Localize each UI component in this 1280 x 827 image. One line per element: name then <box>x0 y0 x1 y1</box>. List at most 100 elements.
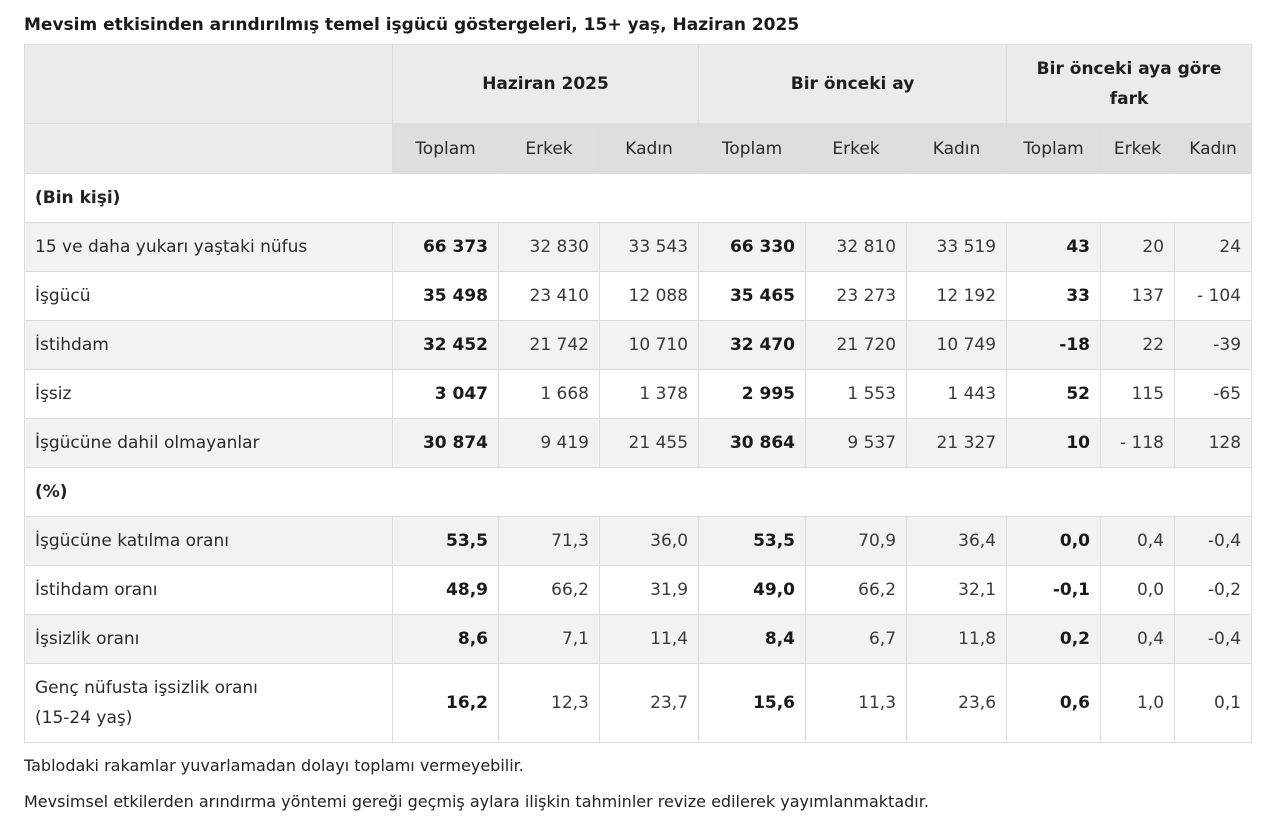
section-row-thousands: (Bin kişi) <box>23 173 1253 223</box>
row-label: İşgücüne katılma oranı <box>24 516 393 566</box>
cell-difference-male: 20 <box>1100 222 1176 272</box>
cell-previous-female: 21 327 <box>906 418 1008 468</box>
row-label-line1: Genç nüfusta işsizlik oranı <box>35 678 258 698</box>
cell-current-total: 3 047 <box>392 369 499 419</box>
subheader-previous-female: Kadın <box>906 123 1008 174</box>
row-label: Genç nüfusta işsizlik oranı (15-24 yaş) <box>24 663 393 743</box>
cell-difference-male: 137 <box>1100 271 1176 321</box>
cell-previous-female: 32,1 <box>906 565 1008 615</box>
row-label: İstihdam <box>24 320 393 370</box>
cell-previous-male: 66,2 <box>805 565 908 615</box>
cell-difference-female: -0,4 <box>1174 516 1253 566</box>
cell-previous-female: 23,6 <box>906 663 1008 743</box>
group-header-row: Haziran 2025 Bir önceki ay Bir önceki ay… <box>24 44 1253 124</box>
cell-previous-female: 12 192 <box>906 271 1008 321</box>
cell-difference-female: -0,2 <box>1174 565 1253 615</box>
cell-current-total: 48,9 <box>392 565 499 615</box>
cell-current-male: 66,2 <box>498 565 600 615</box>
cell-difference-total: 33 <box>1006 271 1102 321</box>
labor-force-table: Haziran 2025 Bir önceki ay Bir önceki ay… <box>23 44 1253 743</box>
cell-difference-total: 10 <box>1006 418 1102 468</box>
subheader-difference-total: Toplam <box>1006 123 1102 174</box>
table-title: Mevsim etkisinden arındırılmış temel işg… <box>24 15 800 35</box>
table-row: İstihdam 32 452 21 742 10 710 32 470 21 … <box>24 320 1253 370</box>
section-label-percent: (%) <box>23 467 1253 517</box>
subheader-difference-female: Kadın <box>1174 123 1253 174</box>
cell-current-total: 66 373 <box>392 222 499 272</box>
cell-previous-total: 35 465 <box>698 271 807 321</box>
cell-current-female: 31,9 <box>598 565 700 615</box>
cell-current-male: 32 830 <box>498 222 600 272</box>
cell-difference-female: 24 <box>1174 222 1253 272</box>
cell-difference-male: 0,4 <box>1100 516 1176 566</box>
table-row: 15 ve daha yukarı yaştaki nüfus 66 373 3… <box>24 222 1253 272</box>
cell-current-male: 23 410 <box>498 271 600 321</box>
cell-difference-male: 1,0 <box>1100 663 1176 743</box>
cell-difference-female: 0,1 <box>1174 663 1253 743</box>
subheader-current-total: Toplam <box>392 123 499 174</box>
cell-previous-total: 53,5 <box>698 516 807 566</box>
cell-previous-total: 15,6 <box>698 663 807 743</box>
row-label: İşsiz <box>24 369 393 419</box>
cell-difference-male: 115 <box>1100 369 1176 419</box>
section-row-percent: (%) <box>23 467 1253 517</box>
cell-previous-total: 32 470 <box>698 320 807 370</box>
cell-current-female: 33 543 <box>598 222 700 272</box>
subheader-current-male: Erkek <box>498 123 600 174</box>
cell-previous-female: 1 443 <box>906 369 1008 419</box>
table-row: İşgücüne katılma oranı 53,5 71,3 36,0 53… <box>24 516 1253 566</box>
cell-difference-male: 22 <box>1100 320 1176 370</box>
cell-difference-total: -18 <box>1006 320 1102 370</box>
cell-difference-female: 128 <box>1174 418 1253 468</box>
table-row: İşgücü 35 498 23 410 12 088 35 465 23 27… <box>24 271 1253 321</box>
header-corner <box>24 44 393 124</box>
subheader-difference-male: Erkek <box>1100 123 1176 174</box>
cell-current-total: 32 452 <box>392 320 499 370</box>
cell-previous-male: 9 537 <box>805 418 908 468</box>
cell-current-female: 36,0 <box>598 516 700 566</box>
cell-current-male: 1 668 <box>498 369 600 419</box>
cell-difference-total: 52 <box>1006 369 1102 419</box>
table-row: İşsiz 3 047 1 668 1 378 2 995 1 553 1 44… <box>24 369 1253 419</box>
cell-current-total: 35 498 <box>392 271 499 321</box>
cell-previous-female: 36,4 <box>906 516 1008 566</box>
cell-difference-female: - 104 <box>1174 271 1253 321</box>
cell-previous-male: 6,7 <box>805 614 908 664</box>
footnote-rounding: Tablodaki rakamlar yuvarlamadan dolayı t… <box>24 756 524 775</box>
cell-difference-male: - 118 <box>1100 418 1176 468</box>
row-label: 15 ve daha yukarı yaştaki nüfus <box>24 222 393 272</box>
cell-previous-female: 33 519 <box>906 222 1008 272</box>
cell-previous-female: 10 749 <box>906 320 1008 370</box>
header-corner-lower <box>24 123 393 174</box>
cell-difference-female: -39 <box>1174 320 1253 370</box>
cell-current-male: 12,3 <box>498 663 600 743</box>
cell-current-total: 53,5 <box>392 516 499 566</box>
cell-current-female: 12 088 <box>598 271 700 321</box>
subheader-current-female: Kadın <box>598 123 700 174</box>
cell-previous-male: 1 553 <box>805 369 908 419</box>
cell-current-female: 23,7 <box>598 663 700 743</box>
cell-difference-total: 43 <box>1006 222 1102 272</box>
cell-current-male: 71,3 <box>498 516 600 566</box>
cell-difference-male: 0,0 <box>1100 565 1176 615</box>
table-row: İşgücüne dahil olmayanlar 30 874 9 419 2… <box>24 418 1253 468</box>
table-row: İstihdam oranı 48,9 66,2 31,9 49,0 66,2 … <box>24 565 1253 615</box>
section-label-thousands: (Bin kişi) <box>23 173 1253 223</box>
cell-current-male: 7,1 <box>498 614 600 664</box>
cell-difference-total: 0,6 <box>1006 663 1102 743</box>
cell-difference-total: 0,2 <box>1006 614 1102 664</box>
sub-header-row: Toplam Erkek Kadın Toplam Erkek Kadın To… <box>24 123 1253 174</box>
cell-previous-male: 21 720 <box>805 320 908 370</box>
subheader-previous-total: Toplam <box>698 123 807 174</box>
cell-previous-total: 2 995 <box>698 369 807 419</box>
group-header-current: Haziran 2025 <box>391 44 700 124</box>
cell-current-female: 11,4 <box>598 614 700 664</box>
cell-previous-male: 70,9 <box>805 516 908 566</box>
table-row: İşsizlik oranı 8,6 7,1 11,4 8,4 6,7 11,8… <box>24 614 1253 664</box>
row-label: İşgücüne dahil olmayanlar <box>24 418 393 468</box>
cell-current-male: 21 742 <box>498 320 600 370</box>
group-header-difference-line1: Bir önceki aya göre <box>1036 59 1222 79</box>
row-label-line2: (15-24 yaş) <box>35 708 133 728</box>
group-header-previous: Bir önceki ay <box>698 44 1008 124</box>
cell-difference-male: 0,4 <box>1100 614 1176 664</box>
